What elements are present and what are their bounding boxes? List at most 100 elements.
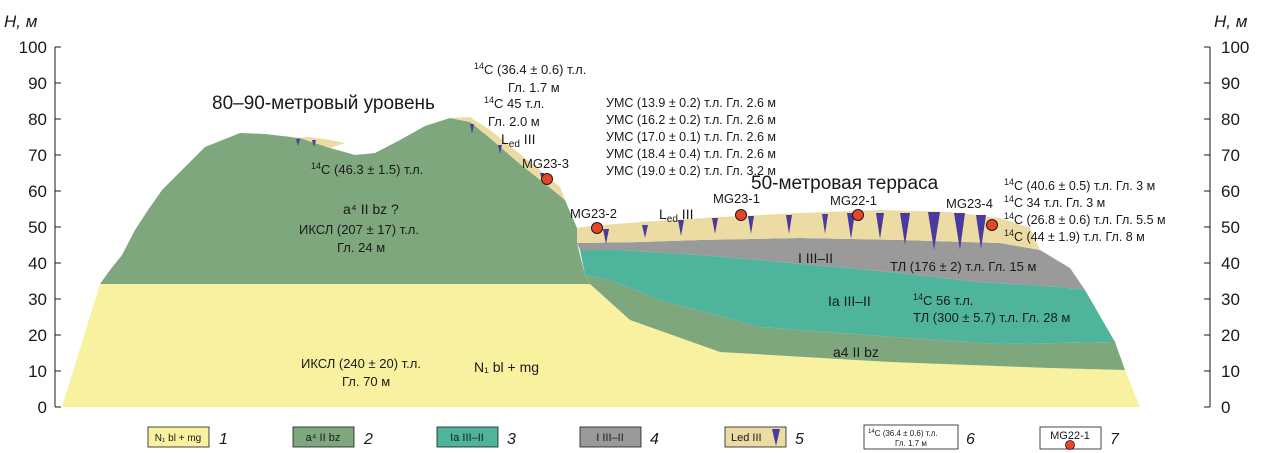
legend-item-led: Led III 5	[724, 426, 804, 448]
date-c14-45-line1: 14C 45 т.л.	[484, 95, 544, 111]
right-tick-label: 10	[1221, 362, 1240, 381]
left-tick-label: 60	[28, 182, 47, 201]
unit-led-terrace: Led III	[659, 206, 693, 225]
sample-marker	[986, 219, 998, 231]
date-iksl-207-line2: Гл. 24 м	[337, 240, 385, 255]
left-tick-label: 90	[28, 74, 47, 93]
date-tl-300: ТЛ (300 ± 5.7) т.л. Гл. 28 м	[913, 310, 1070, 325]
right-tick-label: 0	[1221, 398, 1230, 417]
title-terrace-50: 50-метровая терраса	[751, 173, 939, 194]
legend-number: 6	[966, 431, 975, 448]
unit-a4-upper: a⁴ II bz ?	[343, 201, 399, 217]
right-tick-label: 70	[1221, 146, 1240, 165]
title-level-80-90: 80–90-метровый уровень	[212, 93, 435, 114]
layer-ia	[580, 250, 1115, 344]
ums-date-1: УМС (13.9 ± 0.2) т.л. Гл. 2.6 м	[606, 96, 776, 110]
y-axis-label-right: Н, м	[1214, 12, 1248, 31]
right-tick-label: 60	[1221, 182, 1240, 201]
left-tick-label: 10	[28, 362, 47, 381]
left-tick-label: 0	[38, 398, 47, 417]
right-c14-dates: 14C (40.6 ± 0.5) т.л. Гл. 3 м 14C 34 т.л…	[1004, 177, 1166, 244]
sample-label: MG22-1	[830, 193, 877, 208]
legend-item-n1: N₁ bl + mg 1	[147, 426, 228, 448]
right-tick-label: 50	[1221, 218, 1240, 237]
sample-mg23-2: MG23-2	[570, 206, 617, 234]
legend-box-label: N₁ bl + mg	[155, 433, 201, 444]
sample-label: MG23-4	[946, 196, 993, 211]
date-iksl-240-line1: ИКСЛ (240 ± 20) т.л.	[301, 356, 421, 371]
unit-a4-lower: a4 II bz	[833, 344, 879, 360]
date-tl-176: ТЛ (176 ± 2) т.л. Гл. 15 м	[890, 259, 1036, 274]
left-tick-label: 100	[19, 38, 47, 57]
sample-marker	[591, 222, 603, 234]
date-c14-46-3: 14C (46.3 ± 1.5) т.л.	[311, 161, 423, 177]
right-c14-date-1: 14C (40.6 ± 0.5) т.л. Гл. 3 м	[1004, 177, 1155, 193]
right-tick-label: 100	[1221, 38, 1249, 57]
right-tick-label: 20	[1221, 326, 1240, 345]
left-tick-label: 50	[28, 218, 47, 237]
sample-label: MG23-2	[570, 206, 617, 221]
right-tick-label: 90	[1221, 74, 1240, 93]
date-iksl-240-line2: Гл. 70 м	[342, 374, 390, 389]
sample-marker	[852, 209, 864, 221]
unit-led-hill: Led III	[501, 131, 535, 150]
right-tick-label: 30	[1221, 290, 1240, 309]
sample-mg23-4: MG23-4	[946, 196, 998, 231]
legend-wedge-icon	[772, 429, 780, 446]
sample-marker	[735, 209, 747, 221]
sample-label: MG23-3	[522, 156, 569, 171]
legend-item-date: 14C (36.4 ± 0.6) т.л. Гл. 1.7 м 6	[863, 424, 975, 450]
date-c14-top-line2: Гл. 1.7 м	[508, 80, 560, 95]
unit-i: I III–II	[798, 250, 833, 266]
right-c14-date-4: 14C (44 ± 1.9) т.л. Гл. 8 м	[1004, 228, 1145, 244]
date-iksl-207-line1: ИКСЛ (207 ± 17) т.л.	[299, 222, 419, 237]
sample-mg23-1: MG23-1	[713, 191, 760, 221]
legend: N₁ bl + mg 1 a⁴ II bz 2 Ia III–II 3 I II…	[147, 424, 1120, 450]
unit-n1: N₁ bl + mg	[474, 359, 539, 375]
legend-item-ia: Ia III–II 3	[436, 426, 516, 448]
left-tick-label: 80	[28, 110, 47, 129]
left-tick-label: 40	[28, 254, 47, 273]
date-c14-56: 14C 56 т.л.	[913, 292, 973, 308]
sample-mg22-1: MG22-1	[830, 193, 877, 221]
left-tick-label: 20	[28, 326, 47, 345]
unit-ia: Ia III–II	[828, 293, 871, 309]
legend-box-label: MG22-1	[1050, 430, 1090, 442]
right-c14-date-3: 14C (26.8 ± 0.6) т.л. Гл. 5.5 м	[1004, 211, 1166, 227]
left-tick-label: 30	[28, 290, 47, 309]
date-c14-45-line2: Гл. 2.0 м	[488, 114, 540, 129]
right-tick-label: 80	[1221, 110, 1240, 129]
legend-box-label: Led III	[731, 432, 762, 444]
layer-a4-lower	[585, 275, 1125, 370]
date-c14-top-line1: 14C (36.4 ± 0.6) т.л.	[474, 61, 586, 77]
left-tick-label: 70	[28, 146, 47, 165]
legend-number: 7	[1110, 431, 1120, 448]
legend-sample-icon	[1065, 440, 1075, 450]
right-c14-date-2: 14C 34 т.л. Гл. 3 м	[1004, 194, 1105, 210]
layer-i	[577, 238, 1085, 290]
legend-box-label-2: Гл. 1.7 м	[895, 439, 927, 448]
layer-n1	[62, 284, 1140, 407]
ums-date-5: УМС (19.0 ± 0.2) т.л. Гл. 3.2 м	[606, 164, 776, 178]
sample-marker	[541, 173, 553, 185]
layer-led-terrace	[577, 210, 1040, 250]
ums-dates: УМС (13.9 ± 0.2) т.л. Гл. 2.6 м УМС (16.…	[606, 96, 776, 178]
sample-mg23-3: MG23-3	[522, 156, 569, 185]
legend-box-label: 14C (36.4 ± 0.6) т.л.	[868, 429, 938, 438]
sample-label: MG23-1	[713, 191, 760, 206]
ums-date-3: УМС (17.0 ± 0.1) т.л. Гл. 2.6 м	[606, 130, 776, 144]
ums-date-4: УМС (18.4 ± 0.4) т.л. Гл. 2.6 м	[606, 147, 776, 161]
legend-item-i: I III–II 4	[579, 426, 659, 448]
layer-a4-hill	[100, 118, 590, 284]
y-axis-label-left: Н, м	[4, 12, 38, 31]
legend-number: 5	[795, 431, 804, 448]
legend-number: 1	[219, 431, 228, 448]
right-tick-label: 40	[1221, 254, 1240, 273]
legend-box-label: a⁴ II bz	[306, 432, 341, 444]
legend-item-sample: MG22-1 7	[1039, 426, 1120, 450]
legend-box-label: I III–II	[596, 432, 624, 444]
layer-led-hill-left	[288, 137, 345, 148]
legend-number: 3	[507, 431, 516, 448]
